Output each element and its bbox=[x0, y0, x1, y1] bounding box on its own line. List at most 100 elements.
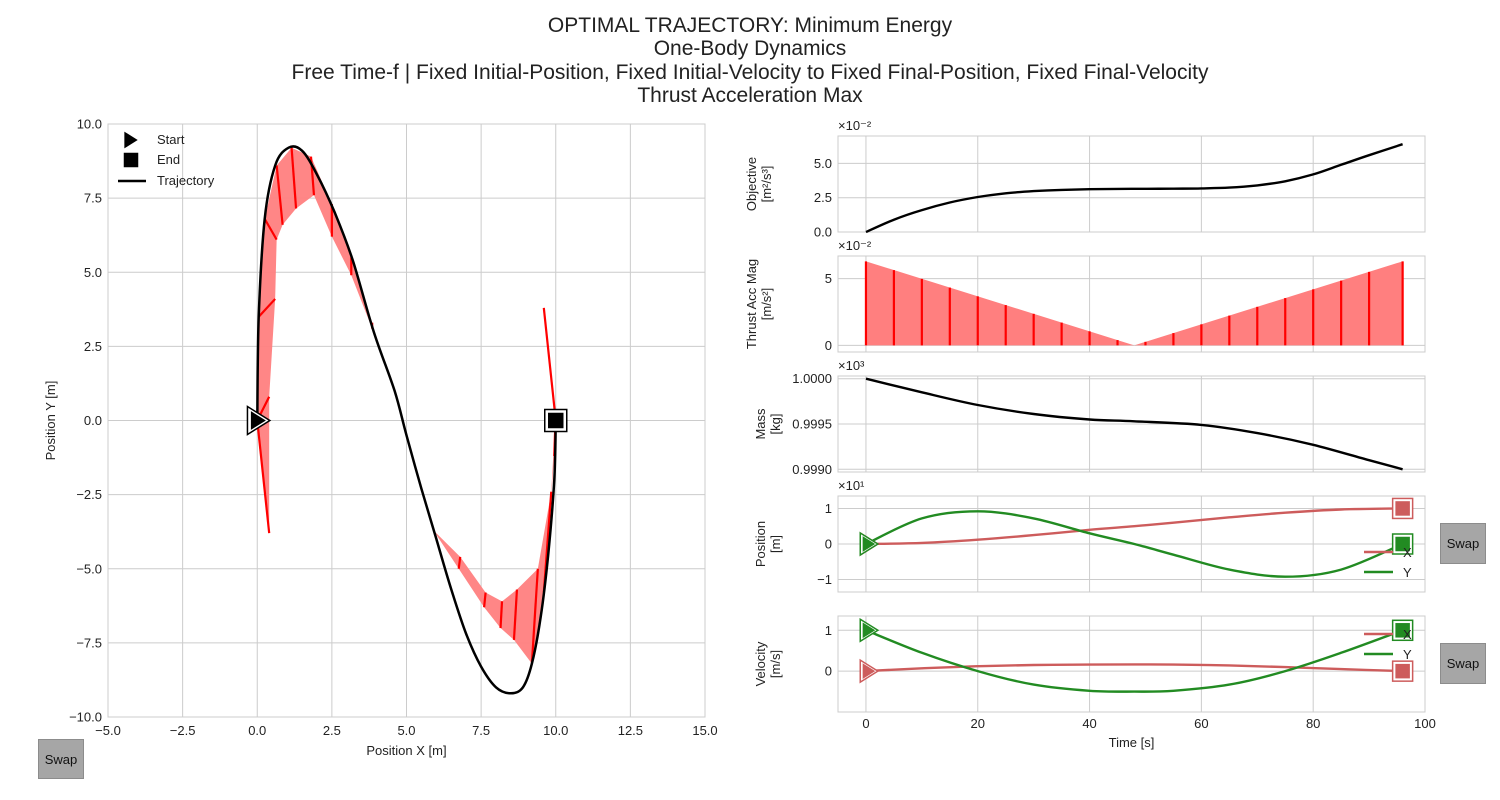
objective-plot: 0.0 2.5 5.0 ×10⁻² Objective [m²/s³] bbox=[744, 118, 1426, 240]
mass-ylabel: Mass bbox=[753, 408, 768, 440]
mass-ytick-label: 0.9995 bbox=[792, 417, 832, 432]
legend-end-label: End bbox=[157, 152, 180, 167]
position-series-y bbox=[865, 510, 1404, 578]
trajectory-ytick-label: 0.0 bbox=[84, 413, 102, 428]
time-xtick-label: 40 bbox=[1082, 716, 1096, 731]
mass-ylabel: [kg] bbox=[768, 414, 783, 435]
thrust-arrow bbox=[483, 592, 487, 608]
legend-end-icon bbox=[123, 152, 139, 168]
end-marker bbox=[548, 412, 564, 429]
thrust-ytick-label: 5 bbox=[825, 271, 832, 286]
trajectory-xlabel: Position X [m] bbox=[366, 743, 446, 758]
objective-ylabel: [m²/s³] bbox=[759, 166, 774, 203]
velocity-end-marker-y bbox=[1395, 623, 1410, 638]
objective-frame bbox=[837, 135, 1426, 233]
time-xtick-label: 60 bbox=[1194, 716, 1208, 731]
objective-multiplier: ×10⁻² bbox=[838, 118, 872, 133]
trajectory-plot: −10.0 −7.5 −5.0 −2.5 0.0 2.5 5.0 7.5 10.0 −5.0 −2.… bbox=[43, 117, 718, 759]
mass-ytick-label: 0.9990 bbox=[792, 462, 832, 477]
trajectory-ytick-label: −10.0 bbox=[69, 710, 102, 725]
thrust-ytick-label: 0 bbox=[825, 338, 832, 353]
mass-ytick-label: 1.0000 bbox=[792, 371, 832, 386]
legend-start-label: Start bbox=[157, 132, 185, 147]
velocity-start-marker-x bbox=[862, 663, 876, 680]
position-start-marker-y bbox=[862, 536, 876, 552]
position-end-marker-x bbox=[1395, 501, 1410, 516]
position-legend-label-y: Y bbox=[1403, 565, 1412, 580]
velocity-ylabel: [m/s] bbox=[768, 650, 783, 678]
trajectory-xtick-label: 2.5 bbox=[323, 723, 341, 738]
title-line-4: Thrust Acceleration Max bbox=[637, 84, 863, 107]
velocity-plot: 0 1 Velocity [m/s] XY 0 20 40 60 80 100 Time [s] bbox=[753, 615, 1436, 750]
trajectory-line bbox=[256, 145, 558, 695]
trajectory-xtick-label: −5.0 bbox=[95, 723, 121, 738]
mass-plot: 0.9990 0.9995 1.0000 ×10³ Mass [kg] bbox=[753, 358, 1426, 477]
thrust-arrow bbox=[275, 165, 284, 225]
objective-line bbox=[865, 143, 1403, 234]
trajectory-ytick-label: 7.5 bbox=[84, 191, 102, 206]
thrust-arrow bbox=[257, 298, 276, 318]
position-plot: −1 0 1 ×10¹ Position [m] XY bbox=[753, 478, 1426, 593]
trajectory-ytick-label: 10.0 bbox=[77, 117, 102, 132]
position-series-x bbox=[865, 507, 1403, 546]
mass-line bbox=[865, 377, 1403, 471]
time-xlabel: Time [s] bbox=[1109, 735, 1155, 750]
plots-layer: −10.0−7.5−5.0−2.50.02.55.07.510.0−5.0 −2.… bbox=[43, 117, 1436, 759]
swap-main-button[interactable]: Swap bbox=[38, 739, 84, 779]
trajectory-xtick-label: 15.0 bbox=[692, 723, 717, 738]
velocity-legend-label-y: Y bbox=[1403, 647, 1412, 662]
time-xtick-label: 20 bbox=[971, 716, 985, 731]
trajectory-ytick-label: 2.5 bbox=[84, 339, 102, 354]
objective-ytick-label: 2.5 bbox=[814, 190, 832, 205]
thrust-fill-region bbox=[433, 307, 556, 664]
thrust-plot: 0 5 ×10⁻² Thrust Acc Mag [m/s²] bbox=[744, 238, 1426, 353]
objective-ylabel: Objective bbox=[744, 157, 759, 211]
trajectory-ytick-label: −2.5 bbox=[76, 487, 102, 502]
legend-trajectory-label: Trajectory bbox=[157, 173, 215, 188]
trajectory-xtick-label: −2.5 bbox=[170, 723, 196, 738]
swap-position-button[interactable]: Swap bbox=[1440, 523, 1486, 564]
thrust-arrow bbox=[290, 147, 298, 209]
position-legend-label-x: X bbox=[1403, 545, 1412, 560]
thrust-arrow bbox=[542, 307, 557, 421]
velocity-legend-label-x: X bbox=[1403, 627, 1412, 642]
title-line-3: Free Time-f | Fixed Initial-Position, Fi… bbox=[292, 61, 1209, 84]
swap-velocity-button[interactable]: Swap bbox=[1440, 643, 1486, 684]
time-xtick-label: 0 bbox=[862, 716, 869, 731]
trajectory-xtick-label: 7.5 bbox=[472, 723, 490, 738]
thrust-arrow bbox=[530, 568, 539, 664]
trajectory-xtick-label: 12.5 bbox=[618, 723, 643, 738]
position-multiplier: ×10¹ bbox=[838, 478, 865, 493]
objective-ytick-label: 5.0 bbox=[814, 156, 832, 171]
thrust-arrow bbox=[512, 589, 519, 640]
velocity-end-marker-x bbox=[1395, 663, 1410, 679]
thrust-arrow bbox=[499, 601, 504, 629]
title-line-2: One-Body Dynamics bbox=[654, 37, 847, 60]
time-xtick-label: 100 bbox=[1414, 716, 1436, 731]
velocity-series-y bbox=[865, 629, 1404, 693]
trajectory-ylabel: Position Y [m] bbox=[43, 381, 58, 461]
position-ylabel: [m] bbox=[768, 535, 783, 553]
trajectory-xtick-label: 10.0 bbox=[543, 723, 568, 738]
legend-start-icon bbox=[124, 131, 138, 149]
position-ylabel: Position bbox=[753, 521, 768, 567]
thrust-arrow bbox=[457, 556, 462, 569]
velocity-ylabel: Velocity bbox=[753, 641, 768, 686]
trajectory-legend: Start End Trajectory bbox=[118, 131, 215, 188]
position-end-marker-y bbox=[1395, 536, 1410, 552]
trajectory-ytick-label: −7.5 bbox=[76, 635, 102, 650]
velocity-ytick-label: 0 bbox=[825, 664, 832, 679]
trajectory-xtick-label: 0.0 bbox=[248, 723, 266, 738]
thrust-arrow bbox=[263, 218, 278, 241]
title-line-1: OPTIMAL TRAJECTORY: Minimum Energy bbox=[548, 14, 953, 37]
position-ytick-label: 0 bbox=[825, 537, 832, 552]
thrust-arrow bbox=[256, 420, 271, 534]
thrust-ylabel: [m/s²] bbox=[759, 288, 774, 321]
position-ytick-label: −1 bbox=[817, 572, 832, 587]
position-ytick-label: 1 bbox=[825, 501, 832, 516]
thrust-ylabel: Thrust Acc Mag bbox=[744, 259, 759, 349]
thrust-fill-region bbox=[257, 147, 373, 534]
start-marker bbox=[250, 411, 266, 430]
thrust-multiplier: ×10⁻² bbox=[838, 238, 872, 253]
